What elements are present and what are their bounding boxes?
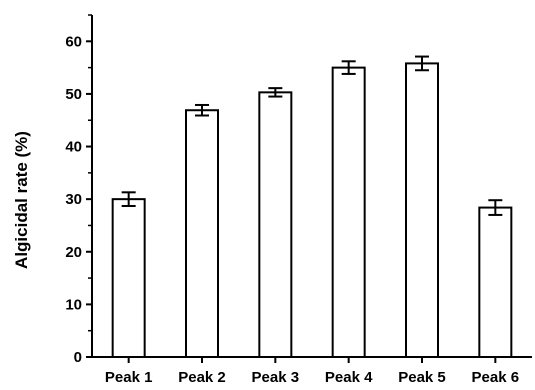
bar-1 [111, 198, 146, 358]
error-bar-1 [121, 191, 136, 207]
x-ticks-group: Peak 1 Peak 2 Peak 3 Peak 4 Peak 5 Peak 6 [105, 357, 519, 386]
bar-5 [405, 62, 439, 358]
y-ticks-group: 0 10 20 30 40 50 60 [65, 14, 92, 366]
bar-3 [258, 91, 293, 359]
bar-6 [478, 206, 513, 358]
error-bar-3 [268, 87, 283, 98]
y-tick-label: 0 [74, 349, 82, 366]
bars-group [111, 62, 513, 359]
x-tick-label: Peak 3 [252, 369, 300, 386]
error-bar-5 [415, 55, 429, 72]
axes-group [91, 15, 532, 358]
y-tick-label: 50 [65, 86, 82, 103]
y-tick-label: 10 [65, 296, 82, 313]
x-tick-label: Peak 4 [325, 369, 373, 386]
error-bar-2 [195, 103, 209, 117]
x-tick-label: Peak 2 [178, 369, 226, 386]
error-bar-4 [341, 60, 356, 75]
bar-4 [331, 66, 366, 358]
y-axis-title: Algicidal rate (%) [12, 131, 31, 269]
y-tick-label: 30 [65, 191, 82, 208]
x-tick-label: Peak 1 [105, 369, 153, 386]
error-bars-group [121, 55, 503, 216]
x-tick-label: Peak 6 [472, 369, 520, 386]
y-tick-label: 20 [65, 244, 82, 261]
error-bar-6 [488, 199, 503, 216]
y-tick-label: 60 [65, 33, 82, 50]
bar-2 [185, 109, 219, 359]
x-tick-label: Peak 5 [398, 369, 446, 386]
y-tick-label: 40 [65, 139, 82, 156]
